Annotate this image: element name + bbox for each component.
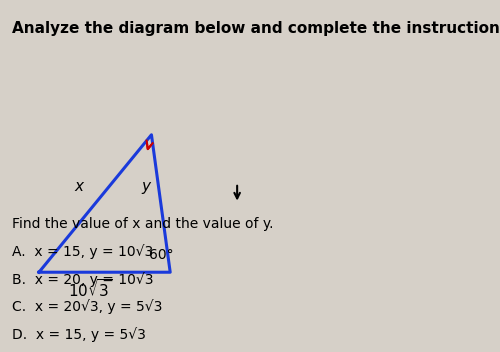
Text: A.  x = 15, y = 10√3: A. x = 15, y = 10√3 [12,245,154,259]
Text: y: y [142,179,150,194]
Text: 60°: 60° [149,248,174,262]
Text: x: x [74,179,84,194]
Text: C.  x = 20√3, y = 5√3: C. x = 20√3, y = 5√3 [12,300,162,314]
Text: Analyze the diagram below and complete the instructions that follow.: Analyze the diagram below and complete t… [12,21,500,36]
Text: Find the value of x and the value of y.: Find the value of x and the value of y. [12,217,274,231]
Text: $10\sqrt{3}$: $10\sqrt{3}$ [68,278,112,300]
Text: B.  x = 20, y = 10√3: B. x = 20, y = 10√3 [12,272,154,287]
Text: D.  x = 15, y = 5√3: D. x = 15, y = 5√3 [12,327,146,342]
